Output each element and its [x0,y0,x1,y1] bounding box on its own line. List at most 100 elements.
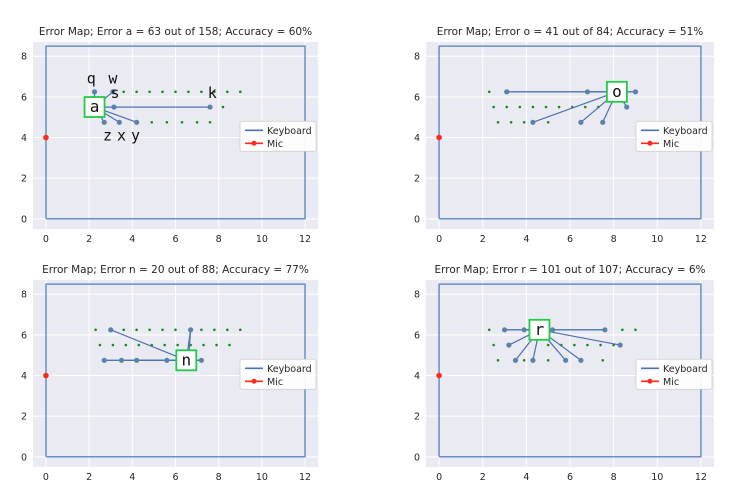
key-dot [215,343,218,347]
y-tick-label: 0 [21,452,27,463]
key-dot [202,343,205,347]
x-tick-label: 0 [436,472,442,483]
target-key-label: a [90,97,100,116]
y-tick-label: 4 [21,133,27,144]
keyboard-point [134,119,140,125]
legend: Keyboard Mic [239,120,317,152]
keyboard-point [563,357,569,363]
keyboard-point [91,89,98,95]
y-tick-label: 0 [21,214,27,225]
x-tick-label: 4 [523,472,529,483]
legend: Keyboard Mic [635,120,713,152]
key-dot [111,343,115,347]
y-tick-label: 8 [414,290,420,301]
x-tick-label: 6 [172,472,178,483]
key-dot [226,90,229,94]
x-tick-label: 8 [611,472,617,483]
legend-keyboard-label: Keyboard [663,364,708,375]
y-tick-label: 6 [21,92,27,103]
keyboard-point [521,327,527,333]
key-dot [187,90,190,94]
keyboard-boundary [45,283,306,458]
chart-title: Error Map; Error n = 20 out of 88; Accur… [42,264,309,276]
key-dot [522,358,526,362]
keyboard-boundary [438,45,702,220]
x-tick-label: 6 [567,234,573,245]
key-dot [505,105,509,109]
y-tick-label: 4 [414,133,420,144]
keyboard-point [188,327,194,333]
x-tick-label: 6 [172,234,178,245]
legend: Keyboard Mic [239,358,317,390]
key-label: k [208,84,217,102]
legend-mic-marker [251,140,257,146]
target-key-label: o [612,82,622,101]
target-key-box [83,96,106,118]
key-label: q [87,70,96,88]
key-dot [573,343,576,347]
x-tick-label: 10 [651,472,663,483]
key-dot [557,105,561,109]
y-tick-label: 0 [414,214,420,225]
key-dot [496,120,500,124]
keyboard-point [624,104,630,110]
key-dot [492,343,495,347]
keyboard-boundary [438,283,702,458]
x-tick-label: 2 [86,234,92,245]
chart-panel-2: 0 2 4 6 8 10 12 0 2 4 6 8 Error Map; Error o = 41 ou… [414,26,714,245]
keyboard-point [584,89,591,95]
x-tick-label: 8 [216,472,222,483]
key-label: w [108,70,118,88]
legend-mic-marker [251,378,257,384]
y-tick-label: 4 [414,371,420,382]
keyboard-point [164,357,170,363]
keyboard-point [501,327,508,333]
legend-keyboard-label: Keyboard [267,364,312,375]
key-dot [161,328,164,332]
x-tick-label: 12 [299,472,311,483]
keyboard-point [116,119,122,125]
y-tick-label: 2 [414,412,420,423]
chart-title: Error Map; Error r = 101 out of 107; Acc… [434,264,705,276]
keyboard-point [134,357,140,363]
legend-keyboard-label: Keyboard [267,126,312,137]
x-tick-label: 4 [129,472,135,483]
key-dot [174,328,177,332]
keyboard-point [530,357,536,363]
keyboard-point [632,89,639,95]
mic-point [43,372,49,379]
legend: Keyboard Mic [635,358,713,390]
key-dot [522,120,526,124]
x-tick-label: 12 [695,234,707,245]
key-dot [148,90,151,94]
legend-mic-marker [647,378,653,384]
y-tick-label: 2 [414,174,420,185]
keyboard-point [118,357,125,363]
key-dot [238,90,242,94]
key-dot [148,328,151,332]
legend-mic-marker [647,140,653,146]
key-dot [531,105,535,109]
key-dot [200,90,203,94]
key-label: s [111,84,120,102]
key-dot [180,120,184,124]
y-tick-label: 2 [21,174,27,185]
key-label: y [131,127,140,145]
key-dot [122,90,125,94]
error-line [110,329,187,361]
key-dot [135,328,138,332]
key-dot [165,120,169,124]
key-dot [601,358,605,362]
target-key-box [175,349,198,372]
x-tick-label: 12 [695,472,707,483]
key-dot [174,90,177,94]
key-dot [122,328,125,332]
target-key-label: n [181,350,191,369]
key-dot [546,343,550,347]
error-line [532,91,618,123]
key-dot [487,90,491,94]
key-dot [228,343,231,347]
target-key-box [606,80,628,103]
y-tick-label: 4 [21,371,27,382]
